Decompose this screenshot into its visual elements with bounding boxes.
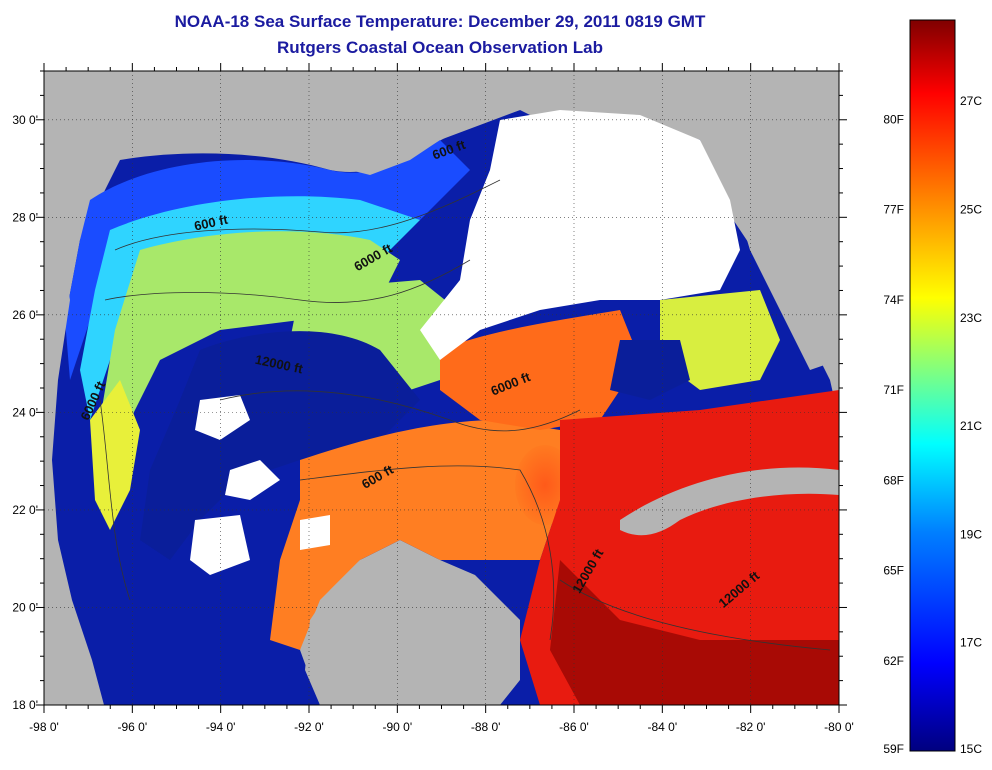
fahrenheit-label: 77F <box>883 203 904 217</box>
caribbean-deep <box>550 560 839 705</box>
yucatan <box>305 545 520 705</box>
lat-lon-grid <box>44 71 839 705</box>
fahrenheit-label: 62F <box>883 654 904 668</box>
celsius-label: 17C <box>960 636 982 650</box>
cloud-patch-4 <box>300 515 330 550</box>
straits-band <box>660 290 780 390</box>
lon-tick-label: -86 0' <box>559 720 589 734</box>
map-subtitle: Rutgers Coastal Ocean Observation Lab <box>277 38 603 57</box>
fahrenheit-label: 80F <box>883 112 904 126</box>
celsius-label: 21C <box>960 419 982 433</box>
celsius-label: 23C <box>960 311 982 325</box>
lon-tick-label: -90 0' <box>383 720 413 734</box>
lon-tick-label: -98 0' <box>29 720 59 734</box>
lon-tick-label: -96 0' <box>118 720 148 734</box>
fahrenheit-label: 59F <box>883 742 904 756</box>
fahrenheit-label: 71F <box>883 383 904 397</box>
colorbar-celsius-labels: 27C 25C 23C 21C 19C 17C 15C <box>960 94 982 756</box>
lat-tick-label: 30 0' <box>12 113 38 127</box>
bathymetry-contours <box>99 179 831 651</box>
map-title: NOAA-18 Sea Surface Temperature: Decembe… <box>174 12 706 31</box>
fahrenheit-label: 74F <box>883 293 904 307</box>
celsius-label: 15C <box>960 742 982 756</box>
lon-tick-label: -80 0' <box>824 720 854 734</box>
lon-tick-label: -92 0' <box>294 720 324 734</box>
lat-tick-label: 28 0' <box>12 210 38 224</box>
colorbar-fahrenheit-labels: 80F 77F 74F 71F 68F 65F 62F 59F <box>883 112 904 756</box>
colorbar <box>909 19 956 752</box>
cloud-patch-2 <box>225 460 280 500</box>
cloud-patch-1 <box>195 395 250 440</box>
lat-tick-label: 20 0' <box>12 600 38 614</box>
celsius-label: 19C <box>960 527 982 541</box>
fahrenheit-label: 65F <box>883 564 904 578</box>
lat-tick-label: 18 0' <box>12 698 38 712</box>
contour-label: 600 ft <box>193 212 230 234</box>
us-gulf-coast <box>44 71 700 260</box>
florida <box>700 71 839 370</box>
lat-tick-label: 22 0' <box>12 503 38 517</box>
lon-tick-label: -82 0' <box>736 720 766 734</box>
lat-tick-label: 24 0' <box>12 405 38 419</box>
warm-loop <box>270 420 560 650</box>
lon-tick-label: -88 0' <box>471 720 501 734</box>
warm-east <box>440 310 640 430</box>
tick-marks <box>36 63 847 713</box>
cold-central <box>140 331 420 560</box>
cold-eddy <box>610 340 690 400</box>
celsius-label: 25C <box>960 203 982 217</box>
cloud-mass-ne <box>420 110 740 360</box>
lon-tick-label: -84 0' <box>648 720 678 734</box>
longitude-ticks: -98 0' -96 0' -94 0' -92 0' -90 0' -88 0' -86 … <box>29 720 854 734</box>
lon-tick-label: -94 0' <box>206 720 236 734</box>
latitude-ticks: 18 0' 20 0' 22 0' 24 0' 26 0' 28 0' 30 0' <box>12 113 38 712</box>
lat-tick-label: 26 0' <box>12 308 38 322</box>
celsius-label: 27C <box>960 94 982 108</box>
fahrenheit-label: 68F <box>883 473 904 487</box>
cloud-patch-3 <box>190 515 250 575</box>
cold-shelf <box>65 140 470 380</box>
cuba <box>620 467 839 536</box>
mexico-west <box>44 240 104 705</box>
